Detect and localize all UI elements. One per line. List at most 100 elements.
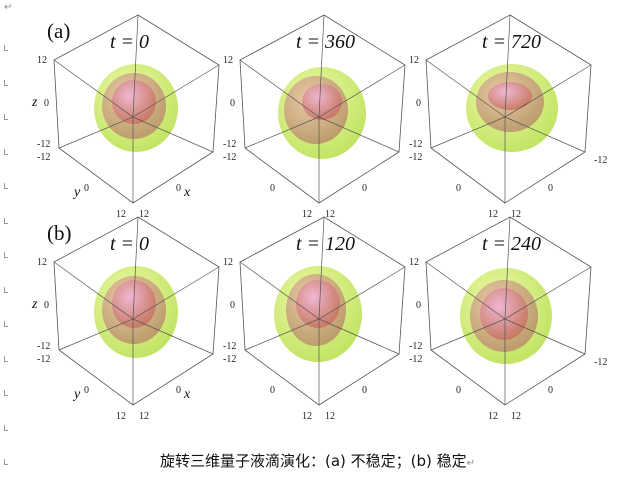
time-label: t = 720 [482, 31, 541, 53]
droplet-figure: (a) t = 0 12 0 -12 -12 0 0 12 12 z y x t = 360 12 0 -12 -… [31, 14, 607, 422]
box-edge [318, 266, 406, 320]
box-edge [132, 14, 139, 118]
box-edge [132, 116, 214, 153]
z-tick: 12 [37, 55, 47, 66]
y-tick: -12 [409, 152, 422, 163]
z-tick: -12 [223, 139, 236, 150]
z-tick: -12 [409, 341, 422, 352]
box-edge [132, 266, 220, 320]
box-edge [318, 14, 325, 118]
x-tick: 12 [511, 411, 521, 422]
box-edge [239, 261, 320, 320]
y-tick: 0 [84, 385, 89, 396]
inner-isosurface [488, 82, 532, 110]
figure-row: (b) t = 0 12 0 -12 -12 0 0 12 12 z y x t = 120 12 0 -12 -… [31, 216, 607, 422]
box-edge [504, 64, 592, 118]
z-tick: -12 [409, 139, 422, 150]
margin-mark [4, 355, 8, 362]
panel-stable: t = 120 12 0 -12 -12 0 0 12 12 [223, 216, 406, 422]
margin-mark [4, 217, 8, 224]
caption-text: 旋转三维量子液滴演化：(a) 不稳定；(b) 稳定 [159, 452, 467, 470]
box-edge [504, 266, 592, 320]
paragraph-mark: ↵ [466, 458, 476, 469]
x-tick: 0 [176, 385, 181, 396]
time-label: t = 360 [296, 31, 355, 53]
z-tick: 12 [223, 55, 233, 66]
x-tick: 12 [325, 411, 335, 422]
box-edge [430, 116, 506, 149]
box-edge [425, 261, 506, 320]
y-tick: 12 [302, 411, 312, 422]
margin-mark [4, 390, 8, 396]
z-tick: -12 [223, 341, 236, 352]
time-label: t = 0 [110, 31, 149, 53]
panel-unstable: t = 720 12 0 -12 -12 0 0 12 12 -12 [409, 14, 607, 220]
x-tick: 0 [362, 385, 367, 396]
z-tick: 12 [37, 257, 47, 268]
y-tick: 0 [84, 183, 89, 194]
box-edge [53, 261, 134, 320]
panel-unstable: t = 0 12 0 -12 -12 0 0 12 12 z y x [31, 14, 220, 220]
axis-label-x: x [183, 185, 191, 200]
box-edge [504, 216, 511, 320]
time-label: t = 0 [110, 233, 149, 255]
box-edge [504, 318, 586, 355]
row-label: (a) [47, 19, 70, 43]
y-tick: 12 [116, 209, 126, 220]
panel-stable: t = 0 12 0 -12 -12 0 0 12 12 z y x [31, 216, 220, 422]
margin-mark [4, 424, 8, 431]
box-edge [239, 59, 320, 118]
x-tick: 0 [362, 183, 367, 194]
z-tick: -12 [37, 139, 50, 150]
box-edge [318, 116, 400, 153]
panel-unstable: t = 360 12 0 -12 -12 0 0 12 12 [223, 14, 406, 220]
box-edge [244, 116, 320, 149]
margin-mark [4, 114, 8, 120]
box-edge [504, 14, 511, 118]
y-tick: 0 [270, 183, 275, 194]
margin-mark [4, 148, 8, 155]
inner-isosurface [302, 84, 342, 120]
margin-mark [4, 45, 8, 51]
x-tick: 0 [548, 385, 553, 396]
y-tick: 12 [116, 411, 126, 422]
z-tick: 12 [409, 55, 419, 66]
z-tick: 0 [416, 98, 421, 109]
z-tick: 0 [44, 98, 49, 109]
axis-label-z: z [31, 297, 38, 312]
figure-row: (a) t = 0 12 0 -12 -12 0 0 12 12 z y x t = 360 12 0 -12 -… [31, 14, 607, 220]
y-tick: 12 [488, 411, 498, 422]
box-edge [430, 318, 506, 351]
box-edge [318, 216, 325, 320]
z-tick: 12 [409, 257, 419, 268]
paragraph-mark: ↵ [4, 2, 13, 13]
panel-stable: t = 240 12 0 -12 -12 0 0 12 12 -12 [409, 216, 607, 422]
box-edge [425, 59, 506, 118]
x-tick: 12 [325, 209, 335, 220]
box-edge [53, 59, 134, 118]
y-tick: -12 [37, 152, 50, 163]
margin-mark [4, 252, 8, 258]
inner-isosurface [480, 288, 528, 340]
box-edge [58, 318, 134, 351]
z-tick: 0 [44, 300, 49, 311]
time-label: t = 240 [482, 233, 541, 255]
y-tick: 0 [270, 385, 275, 396]
x-tick: 12 [139, 411, 149, 422]
y-tick: 0 [456, 183, 461, 194]
x-tick: -12 [594, 155, 607, 166]
figure-caption: 旋转三维量子液滴演化：(a) 不稳定；(b) 稳定↵ [0, 450, 635, 471]
z-tick: 12 [223, 257, 233, 268]
margin-mark [4, 183, 8, 189]
z-tick: 0 [230, 300, 235, 311]
inner-isosurface [296, 280, 340, 328]
axis-label-z: z [31, 95, 38, 110]
row-label: (b) [47, 221, 72, 245]
y-tick: 12 [302, 209, 312, 220]
z-tick: 0 [416, 300, 421, 311]
x-tick: 12 [511, 209, 521, 220]
box-edge [132, 216, 139, 320]
z-tick: 0 [230, 98, 235, 109]
axis-label-x: x [183, 387, 191, 402]
